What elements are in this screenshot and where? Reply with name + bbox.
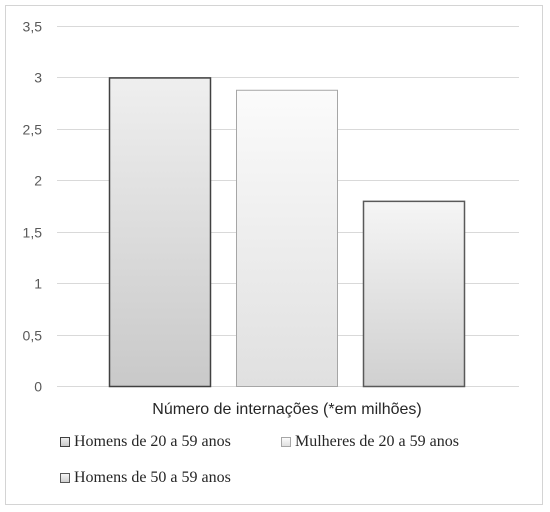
bar-3 — [362, 200, 466, 388]
legend-label-mulheres-20-59: Mulheres de 20 a 59 anos — [295, 433, 459, 450]
legend-item-homens-50-59: Homens de 50 a 59 anos — [60, 469, 231, 487]
legend-item-mulheres-20-59: Mulheres de 20 a 59 anos — [281, 433, 459, 451]
y-tick-label: 1,5 — [23, 225, 43, 241]
y-tick-label: 3 — [34, 70, 42, 86]
y-tick-label: 2 — [34, 173, 42, 189]
y-tick-label: 0 — [34, 379, 42, 395]
y-tick-label: 0,5 — [23, 328, 43, 344]
y-tick-label: 1 — [34, 276, 42, 292]
bars — [108, 77, 466, 388]
y-axis-ticks: 0 0,5 1 1,5 2 2,5 3 3,5 — [23, 19, 43, 395]
legend-swatch-mulheres-20-59 — [281, 437, 291, 447]
bar-1 — [108, 77, 212, 388]
legend-item-homens-20-59: Homens de 20 a 59 anos — [60, 433, 231, 451]
legend-swatch-homens-20-59 — [60, 437, 70, 447]
legend-swatch-homens-50-59 — [60, 473, 70, 483]
y-tick-label: 3,5 — [23, 19, 43, 35]
y-tick-label: 2,5 — [23, 122, 43, 138]
x-axis-label: Número de internações (*em milhões) — [152, 401, 421, 418]
legend-label-homens-20-59: Homens de 20 a 59 anos — [74, 433, 231, 450]
bar-2 — [236, 89, 338, 388]
legend-label-homens-50-59: Homens de 50 a 59 anos — [74, 469, 231, 486]
bar-chart: 0 0,5 1 1,5 2 2,5 3 3,5 Número de internações (… — [23, 19, 519, 418]
